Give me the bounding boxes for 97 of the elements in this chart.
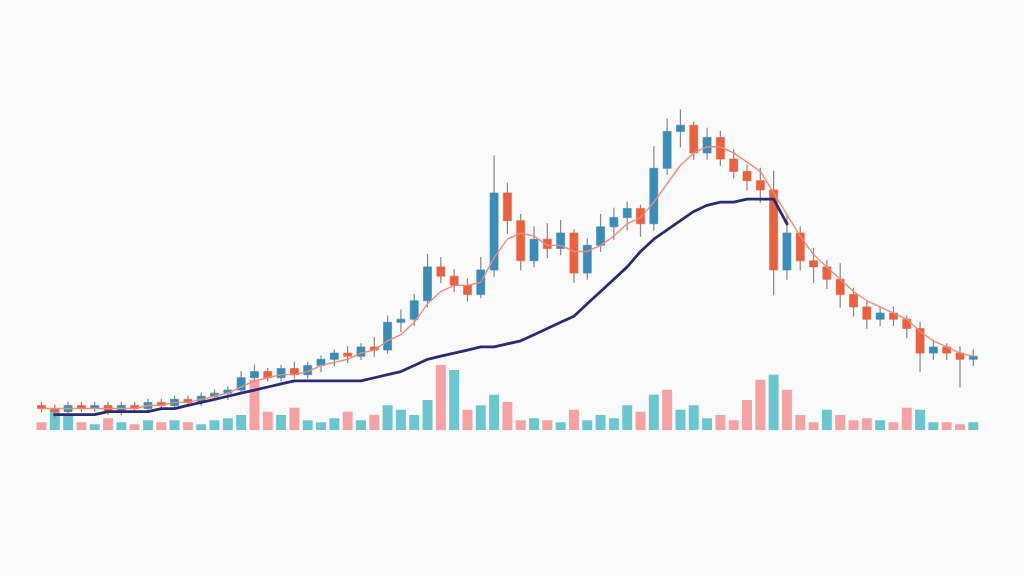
- candlestick: [529, 226, 539, 268]
- bar: [342, 411, 353, 430]
- bar: [36, 422, 47, 430]
- bar: [276, 415, 287, 430]
- bar: [502, 402, 513, 430]
- bar: [329, 418, 340, 430]
- bar: [595, 415, 606, 430]
- candlestick: [622, 201, 632, 231]
- bar: [941, 422, 952, 430]
- bar: [702, 418, 713, 430]
- candlestick: [755, 167, 765, 203]
- bar: [795, 415, 806, 430]
- bar: [808, 422, 819, 430]
- bar: [289, 407, 300, 430]
- bar: [675, 409, 686, 430]
- bar: [355, 420, 366, 430]
- candlestick: [809, 247, 818, 283]
- bar: [555, 422, 566, 430]
- bar: [542, 420, 553, 430]
- candlestick: [596, 213, 605, 253]
- candlestick: [902, 315, 912, 339]
- candlestick: [955, 346, 965, 388]
- bar: [568, 409, 579, 430]
- candlestick: [889, 306, 898, 327]
- bar: [622, 405, 633, 430]
- bar: [529, 418, 540, 430]
- bar: [302, 420, 313, 430]
- bar: [848, 420, 859, 430]
- candlestick: [676, 109, 685, 148]
- bar: [901, 407, 912, 430]
- candlestick: [716, 130, 725, 166]
- candlestick: [436, 257, 446, 283]
- bar: [435, 364, 446, 430]
- bar: [662, 389, 673, 430]
- bar: [728, 420, 739, 430]
- bar: [422, 400, 433, 430]
- bar: [755, 379, 766, 430]
- bar: [635, 411, 646, 430]
- bar: [582, 420, 593, 430]
- candlestick: [556, 220, 565, 256]
- bar: [821, 409, 832, 430]
- candlestick: [542, 223, 552, 259]
- candlestick: [929, 340, 938, 360]
- bar: [409, 415, 420, 430]
- candlestick: [849, 287, 858, 317]
- candlestick: [636, 204, 645, 237]
- bar: [955, 424, 965, 430]
- bar: [742, 400, 752, 430]
- bar: [861, 418, 872, 430]
- bar: [76, 422, 87, 430]
- candlestick: [729, 149, 739, 179]
- bar: [968, 422, 979, 430]
- bar: [129, 424, 140, 430]
- bar: [515, 420, 526, 430]
- bar: [103, 418, 114, 430]
- bar: [928, 422, 939, 430]
- candlestick: [702, 127, 712, 160]
- bar: [209, 420, 220, 430]
- bar: [169, 420, 180, 430]
- bar: [236, 415, 247, 430]
- bar: [888, 422, 899, 430]
- candlestick: [609, 207, 619, 240]
- candlestick: [822, 260, 832, 290]
- bar: [688, 405, 699, 430]
- bar: [382, 405, 393, 430]
- candlestick: [835, 263, 845, 308]
- candlestick: [742, 164, 752, 191]
- bar: [156, 422, 167, 430]
- bar: [915, 409, 926, 430]
- bar: [768, 374, 779, 430]
- bar: [262, 411, 273, 430]
- candlestick: [396, 309, 406, 333]
- bar: [222, 418, 233, 430]
- candlestick: [463, 278, 472, 302]
- candlestick: [449, 269, 459, 293]
- bar: [369, 415, 380, 430]
- bar: [489, 394, 500, 430]
- bar: [196, 424, 207, 430]
- bar: [116, 422, 127, 430]
- candlestick: [409, 293, 419, 327]
- bar: [608, 418, 619, 430]
- bar: [781, 389, 792, 430]
- bar: [875, 420, 886, 430]
- bar: [475, 405, 486, 430]
- bar: [89, 424, 100, 430]
- candlestick: [862, 300, 872, 330]
- candlestick: [875, 306, 885, 327]
- bar: [182, 422, 193, 430]
- bar: [449, 370, 460, 430]
- bar: [835, 415, 846, 430]
- bar: [462, 409, 473, 430]
- bar: [395, 409, 406, 430]
- bar: [648, 394, 659, 430]
- candlestick: [316, 355, 326, 373]
- bar: [142, 420, 153, 430]
- bar: [316, 422, 327, 430]
- bar: [715, 415, 726, 430]
